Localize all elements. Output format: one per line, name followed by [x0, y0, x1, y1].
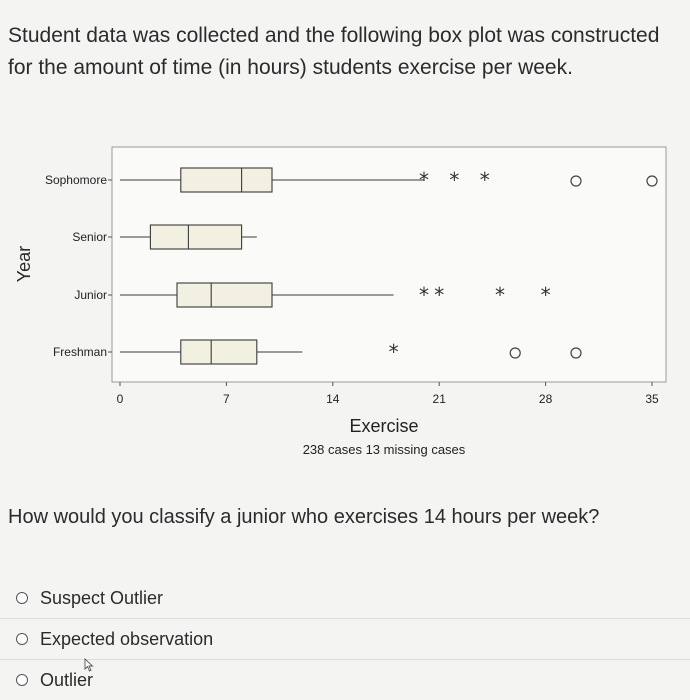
question-text: Student data was collected and the follo…: [8, 24, 660, 79]
box-iqr: [149, 224, 243, 250]
x-tick-label: 35: [645, 392, 659, 406]
outlier-mark: [570, 175, 582, 187]
x-axis-title: Exercise: [349, 416, 418, 436]
option-label: Outlier: [40, 669, 94, 690]
radio-icon[interactable]: [16, 674, 28, 686]
suspect-outlier-mark: *: [495, 283, 505, 307]
category-label: Sophomore: [45, 173, 107, 187]
suspect-outlier-mark: *: [419, 168, 429, 192]
suspect-outlier-mark: *: [389, 340, 399, 364]
radio-icon[interactable]: [16, 592, 28, 604]
x-tick-label: 21: [433, 392, 447, 406]
outlier-mark: [646, 175, 658, 187]
category-label: Freshman: [53, 345, 107, 359]
chart-caption: 238 cases 13 missing cases: [303, 442, 466, 457]
option-suspect-outlier[interactable]: Suspect Outlier: [0, 578, 690, 618]
box-iqr: [176, 282, 273, 308]
box-iqr: [180, 167, 273, 193]
category-label: Senior: [72, 230, 107, 244]
option-outlier[interactable]: Outlier: [0, 659, 690, 700]
option-label: Suspect Outlier: [40, 587, 164, 608]
x-tick-label: 7: [223, 392, 230, 406]
x-tick-label: 14: [326, 392, 340, 406]
x-tick-label: 0: [117, 392, 124, 406]
option-label: Expected observation: [40, 628, 214, 649]
box-iqr: [180, 339, 258, 365]
option-expected-observation[interactable]: Expected observation: [0, 618, 690, 659]
y-axis-title: Year: [14, 246, 34, 282]
radio-icon[interactable]: [16, 633, 28, 645]
question-prompt: How would you classify a junior who exer…: [8, 506, 600, 528]
answer-options: Suspect Outlier Expected observation Out…: [0, 578, 690, 700]
outlier-mark: [570, 347, 582, 359]
suspect-outlier-mark: *: [449, 168, 459, 192]
suspect-outlier-mark: *: [480, 168, 490, 192]
category-label: Junior: [74, 288, 107, 302]
suspect-outlier-mark: *: [541, 283, 551, 307]
outlier-mark: [509, 347, 521, 359]
suspect-outlier-mark: *: [434, 283, 444, 307]
mouse-cursor-icon: [84, 658, 94, 672]
x-tick-label: 28: [539, 392, 553, 406]
box-plot: Year Sophomore * * * Senior Junior * * * * Freshman…: [0, 130, 690, 470]
suspect-outlier-mark: *: [419, 283, 429, 307]
